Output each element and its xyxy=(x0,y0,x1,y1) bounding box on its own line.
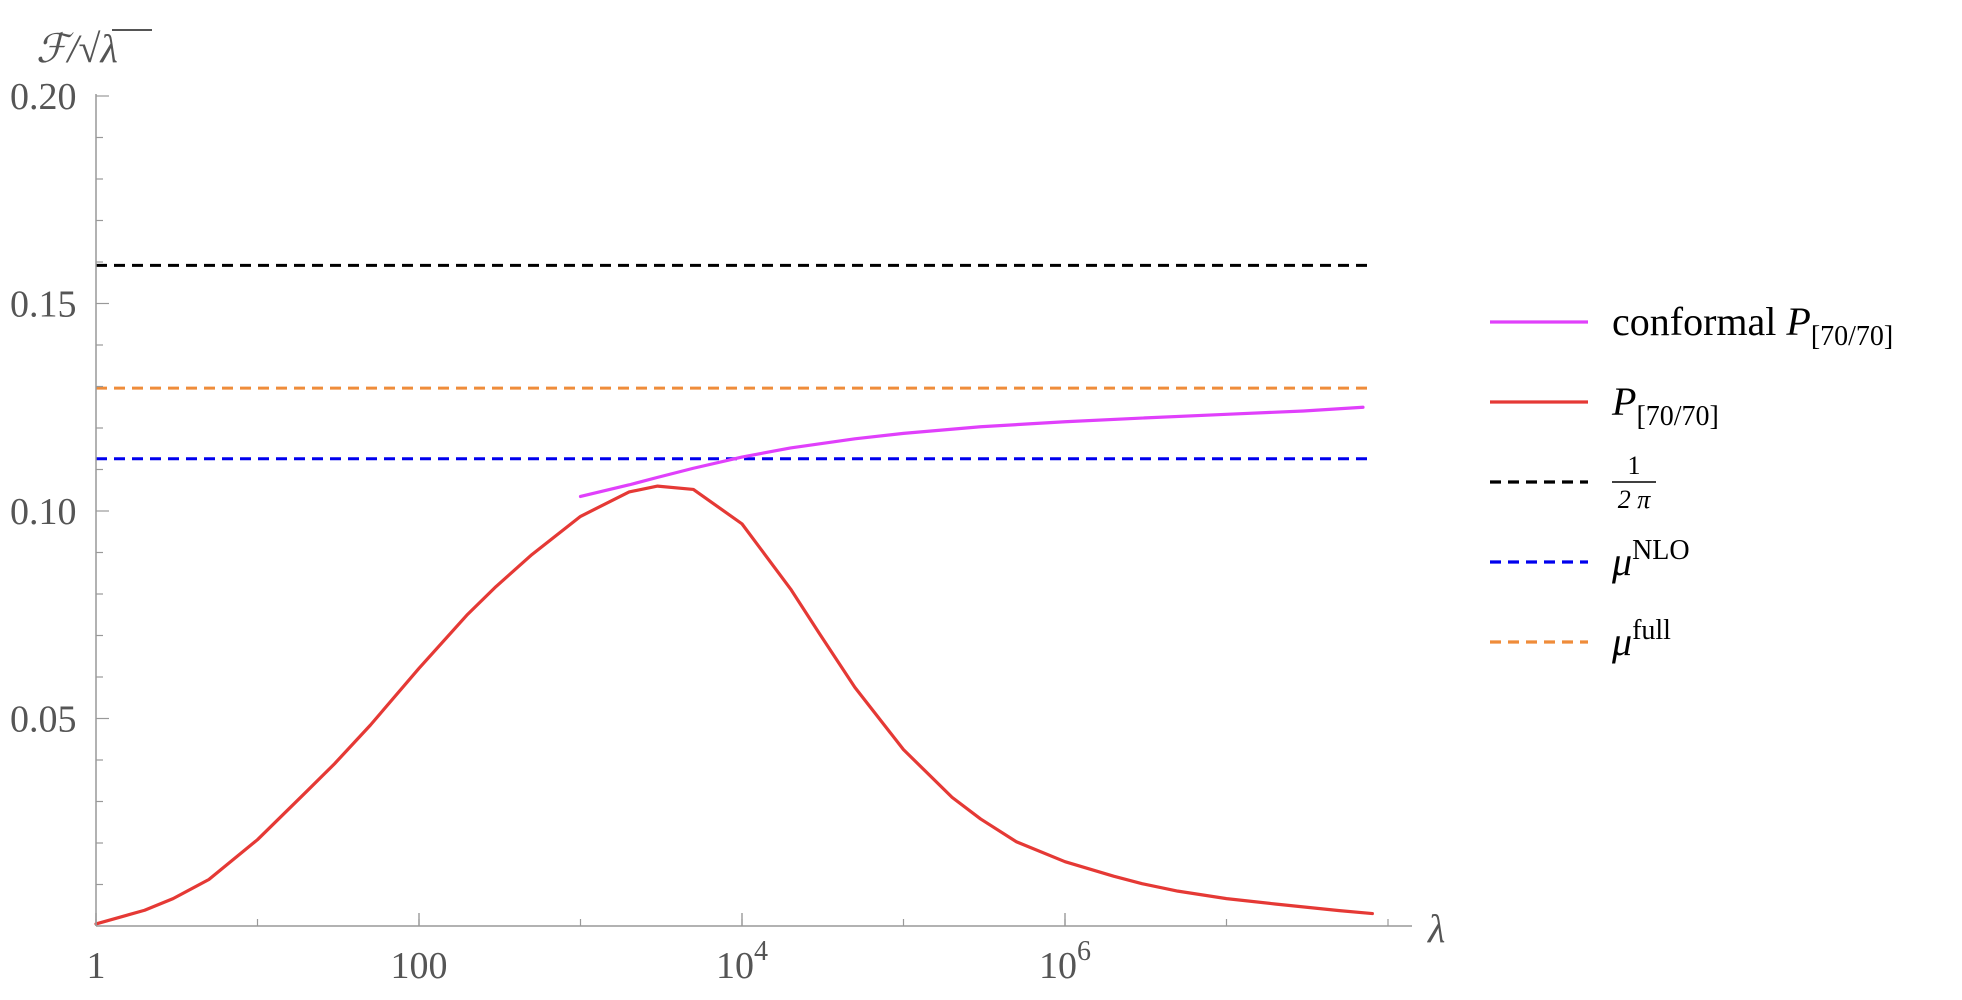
series-layer xyxy=(94,263,1374,926)
legend-label-mu_nlo: μNLO xyxy=(1611,535,1690,584)
y-axis-label: ℱ/√λ xyxy=(36,26,118,71)
series-line-1 xyxy=(94,484,1374,926)
x-tick-label: 104 xyxy=(716,936,768,987)
y-tick-label: 0.15 xyxy=(10,284,77,326)
y-tick-label: 0.10 xyxy=(10,491,77,533)
legend-label-inv2pi: 1 xyxy=(1628,451,1641,480)
legend-label-pade: P[70/70] xyxy=(1611,379,1719,432)
y-tick-label: 0.20 xyxy=(10,76,77,118)
legend: conformal P[70/70] P[70/70] 1 2 π μNLO μfull xyxy=(1490,299,1893,664)
x-axis-label: λ xyxy=(1427,906,1445,951)
legend-label-mu_full: μfull xyxy=(1611,615,1671,664)
x-tick-label: 1 xyxy=(87,945,106,987)
series-line-0 xyxy=(578,405,1365,499)
legend-label-den: 2 π xyxy=(1618,485,1652,514)
x-tick-label: 100 xyxy=(391,945,448,987)
x-tick-label: 106 xyxy=(1039,936,1091,987)
y-tick-label: 0.05 xyxy=(10,699,77,741)
axes: 1 100 104 106 0.05 0.10 0.15 0.20 λ ℱ/√λ xyxy=(10,26,1445,987)
legend-label-conformal: conformal P[70/70] xyxy=(1612,299,1893,352)
